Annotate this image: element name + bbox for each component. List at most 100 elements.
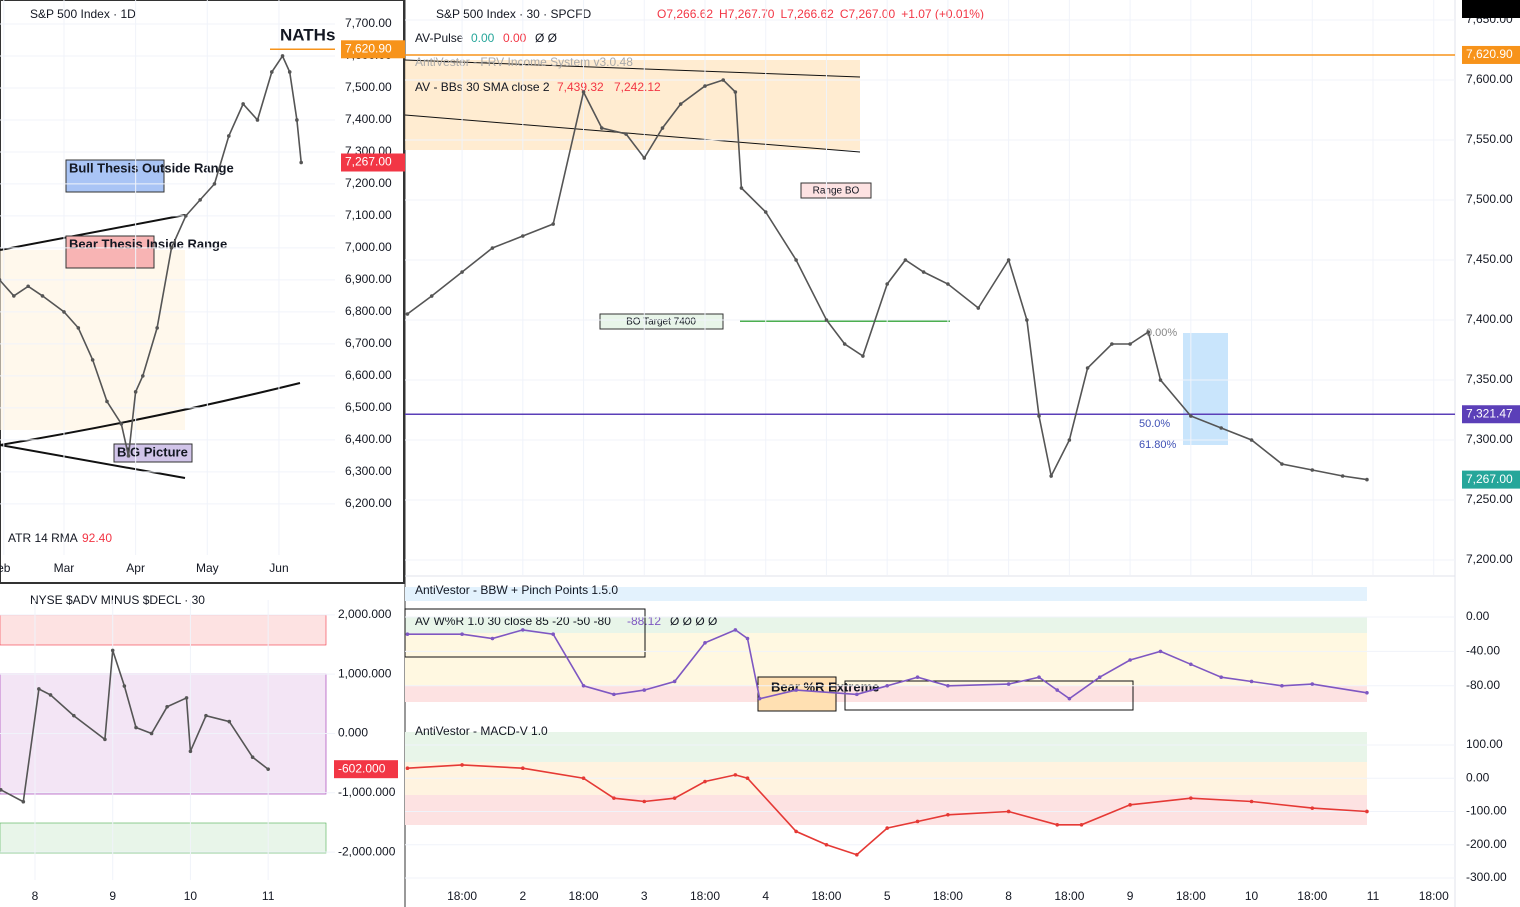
ohlc-value: L7,266.62 (780, 7, 834, 21)
data-point (703, 779, 707, 784)
data-point (1128, 803, 1132, 807)
data-point (1340, 474, 1345, 478)
x-tick-label: 8 (32, 889, 39, 903)
annotation: 61.80% (1139, 439, 1177, 451)
note-box (404, 608, 646, 658)
data-point (169, 246, 174, 250)
data-point (745, 776, 750, 781)
data-point (1037, 414, 1041, 418)
data-point (76, 326, 81, 330)
y-tick-label: -1,000.000 (338, 785, 396, 799)
x-tick-label: 10 (1245, 889, 1259, 903)
data-point (581, 776, 586, 781)
price-tag (1462, 45, 1520, 64)
data-point (1249, 679, 1254, 684)
indicator: Ø Ø Ø Ø (670, 614, 717, 628)
data-point (490, 636, 495, 641)
zone (0, 614, 327, 646)
data-point (1219, 675, 1223, 679)
data-point (551, 222, 555, 226)
data-point (1158, 649, 1163, 654)
y-tick-label: -80.00 (1466, 678, 1500, 692)
data-point (72, 713, 76, 718)
annotation: 50.0% (1139, 418, 1170, 430)
data-line (407, 764, 1367, 856)
data-point (110, 648, 115, 653)
indicator-value: 92.40 (82, 531, 112, 545)
indicator: AV W%R 1.0 30 close 85 -20 -50 -80 (415, 614, 611, 628)
data-point (12, 294, 16, 298)
y-tick-label: 7,250.00 (1466, 492, 1513, 506)
x-tick-label: 10 (184, 889, 198, 903)
x-tick-label: 5 (884, 889, 891, 903)
x-tick-label: 18:00 (690, 889, 720, 903)
data-point (37, 687, 41, 691)
data-point (48, 693, 53, 697)
data-point (946, 683, 950, 688)
y-tick-label: 6,600.00 (345, 368, 392, 382)
data-point (1249, 438, 1254, 442)
data-point (26, 284, 30, 289)
note-box (757, 676, 837, 712)
data-point (703, 84, 707, 88)
data-point (184, 696, 189, 700)
data-point (642, 156, 647, 160)
y-tick-label: 7,450.00 (1466, 252, 1513, 266)
data-point (733, 90, 738, 94)
data-point (642, 799, 647, 804)
y-tick-label: 0.00 (1466, 770, 1490, 784)
data-point (1365, 477, 1369, 482)
annotation: Bear Thesis Inside Range (69, 236, 227, 251)
data-point (678, 102, 683, 106)
price-tag (341, 40, 405, 59)
data-point (660, 126, 665, 130)
x-tick-label: 11 (1367, 889, 1380, 903)
data-point (521, 628, 525, 632)
bbw-band (405, 587, 1367, 601)
indicator: AV-Pulse (415, 31, 464, 45)
x-tick-label: 18:00 (569, 889, 599, 903)
price-label: -602.000 (338, 761, 386, 775)
y-tick-label: 7,000.00 (345, 240, 392, 254)
zone (0, 822, 327, 854)
x-tick-label: Mar (54, 561, 75, 575)
annotation: Range BO (813, 186, 860, 197)
data-point (855, 692, 859, 697)
data-point (1128, 342, 1132, 346)
data-point (1365, 809, 1369, 814)
y-tick-label: 6,500.00 (345, 400, 392, 414)
title: S&P 500 Index · 30 · SPCFD (436, 7, 592, 21)
data-point (733, 773, 738, 777)
data-point (204, 713, 208, 718)
data-point (119, 422, 124, 426)
price-tag (1462, 470, 1520, 489)
annotation: 0.00% (1146, 327, 1177, 339)
data-point (794, 829, 798, 834)
data-point (429, 294, 434, 298)
x-tick-label: Jun (269, 561, 288, 575)
data-point (266, 767, 270, 771)
data-point (521, 234, 525, 238)
price-label: 7,620.90 (1466, 47, 1513, 61)
data-point (1310, 682, 1315, 686)
data-point (1006, 809, 1011, 814)
data-point (721, 78, 726, 82)
data-point (188, 749, 193, 754)
price-tag (1462, 0, 1520, 18)
data-point (885, 683, 889, 688)
note-box (65, 159, 165, 193)
data-point (824, 842, 829, 847)
indicator: ATR 14 RMA (8, 531, 78, 545)
data-point (1219, 426, 1223, 430)
data-point (212, 182, 217, 186)
indicator-value: -88.12 (627, 614, 661, 628)
data-point (915, 675, 920, 679)
data-point (299, 160, 303, 165)
y-tick-label: 6,700.00 (345, 336, 392, 350)
zone (405, 732, 1367, 762)
data-point (1189, 414, 1193, 418)
y-tick-label: -40.00 (1466, 644, 1500, 658)
y-tick-label: -200.00 (1466, 837, 1507, 851)
x-tick-label: May (196, 561, 219, 575)
data-point (1049, 474, 1053, 478)
